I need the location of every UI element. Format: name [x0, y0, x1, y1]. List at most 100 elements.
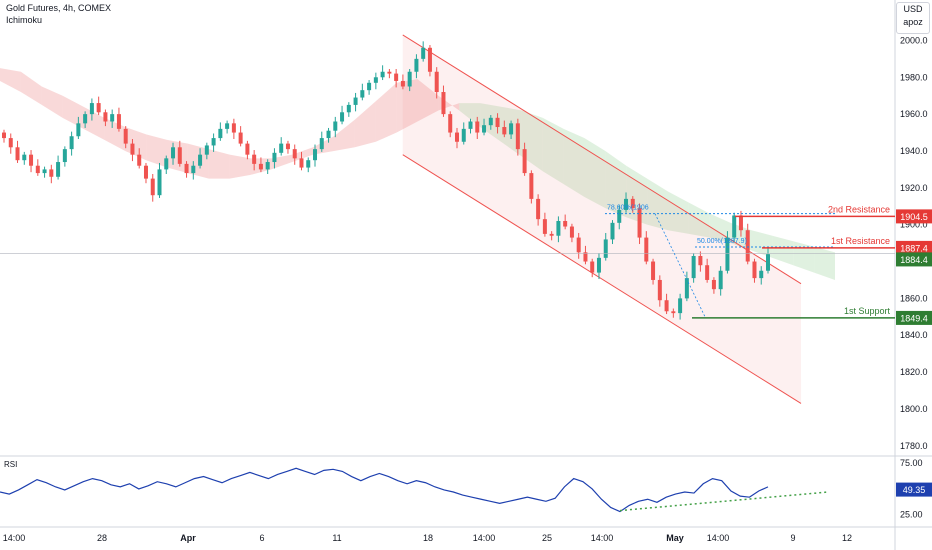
- ichimoku-cloud-segment: [146, 134, 167, 168]
- candle-body: [488, 117, 493, 126]
- candle-body: [624, 198, 629, 210]
- price-tick-label: 1840.0: [900, 330, 928, 340]
- level-price-label: 1904.5: [900, 212, 928, 222]
- time-tick-label: Apr: [180, 533, 196, 543]
- candle-body: [211, 138, 216, 146]
- candle-body: [89, 103, 94, 115]
- candle-body: [231, 123, 236, 133]
- ichimoku-cloud-segment: [396, 79, 418, 133]
- ichimoku-cloud-segment: [814, 246, 835, 280]
- ichimoku-cloud-segment: [271, 154, 293, 170]
- candle-body: [522, 149, 527, 174]
- candle-body: [482, 125, 487, 133]
- candle-body: [346, 104, 351, 113]
- candle-body: [434, 71, 439, 93]
- candle-body: [394, 73, 399, 81]
- currency-code: USD: [903, 4, 923, 14]
- time-tick-label: 11: [332, 533, 341, 543]
- ichimoku-cloud-segment: [417, 79, 439, 122]
- candle-body: [630, 198, 635, 209]
- candle-body: [56, 162, 61, 177]
- ichimoku-cloud-segment: [208, 149, 230, 179]
- candle-body: [590, 261, 595, 273]
- ichimoku-cloud-segment: [459, 103, 481, 128]
- ichimoku-cloud-segment: [41, 86, 63, 118]
- candle-body: [738, 215, 743, 231]
- candle-body: [448, 114, 453, 133]
- candle-body: [542, 219, 547, 234]
- indicator-name: Ichimoku: [6, 15, 43, 25]
- candle-body: [603, 239, 608, 258]
- time-tick-label: 9: [790, 533, 795, 543]
- candle-body: [725, 237, 730, 271]
- candle-body: [644, 237, 649, 262]
- candle-body: [509, 123, 514, 135]
- rsi-value-label: 49.35: [903, 485, 926, 495]
- level-price-tag: [896, 310, 932, 325]
- candle-body: [583, 252, 588, 262]
- candle-body: [245, 143, 250, 155]
- rsi-title: RSI: [4, 460, 17, 469]
- candle-body: [252, 154, 257, 164]
- candle-body: [475, 121, 480, 133]
- time-tick-label: 18: [423, 533, 433, 543]
- candle-body: [116, 114, 121, 129]
- last-price-label: 1884.4: [900, 255, 928, 265]
- ichimoku-cloud-segment: [668, 191, 689, 234]
- currency-mode: apoz: [903, 17, 923, 27]
- candle-body: [137, 154, 142, 166]
- chart-title: Gold Futures, 4h, COMEX: [6, 3, 112, 13]
- candle-body: [461, 128, 466, 142]
- candle-body: [198, 154, 203, 166]
- candle-body: [569, 226, 574, 238]
- candle-body: [22, 154, 27, 161]
- time-tick-label: 6: [259, 533, 264, 543]
- ichimoku-cloud-segment: [605, 150, 627, 218]
- level-name: 1st Support: [844, 306, 891, 316]
- candle-body: [502, 127, 507, 135]
- candle-body: [373, 77, 378, 83]
- candle-body: [705, 265, 710, 280]
- price-tick-label: 1940.0: [900, 146, 928, 156]
- candle-body: [563, 220, 568, 227]
- ichimoku-cloud-segment: [292, 147, 314, 163]
- candle-body: [400, 80, 405, 87]
- time-tick-label: 25: [542, 533, 552, 543]
- currency-selector[interactable]: USD apoz: [896, 2, 930, 34]
- fib-trend-line: [654, 213, 706, 317]
- ichimoku-cloud-segment: [521, 110, 543, 172]
- candle-body: [495, 117, 500, 128]
- candle-body: [427, 47, 432, 72]
- candle-body: [150, 178, 155, 196]
- candle-body: [576, 237, 581, 253]
- candle-body: [529, 173, 534, 199]
- candle-body: [657, 279, 662, 301]
- candle-body: [130, 143, 135, 155]
- ichimoku-cloud-segment: [354, 101, 376, 148]
- time-tick-label: 28: [97, 533, 107, 543]
- candle-body: [258, 163, 263, 170]
- fib-level-label: 78.60%(1906: [607, 205, 649, 212]
- candle-body: [718, 270, 723, 290]
- candle-body: [15, 147, 20, 161]
- price-tick-label: 2000.0: [900, 35, 928, 45]
- candle-body: [651, 261, 656, 280]
- fib-level-label: 50.00%(1887.9): [697, 238, 747, 245]
- candle-body: [76, 123, 81, 137]
- channel-lower-line: [402, 154, 802, 404]
- price-tick-label: 1820.0: [900, 367, 928, 377]
- candle-body: [184, 163, 189, 174]
- candle-body: [326, 130, 331, 139]
- ichimoku-cloud-segment: [125, 127, 147, 161]
- candle-body: [110, 114, 115, 122]
- level-price-label: 1849.4: [900, 313, 928, 323]
- candle-body: [191, 165, 196, 174]
- candle-body: [441, 92, 446, 115]
- candle-body: [684, 278, 689, 299]
- ichimoku-cloud-segment: [563, 128, 585, 198]
- candle-body: [164, 158, 169, 170]
- candle-body: [299, 158, 304, 168]
- price-tick-label: 1980.0: [900, 72, 928, 82]
- ichimoku-cloud-segment: [104, 117, 126, 151]
